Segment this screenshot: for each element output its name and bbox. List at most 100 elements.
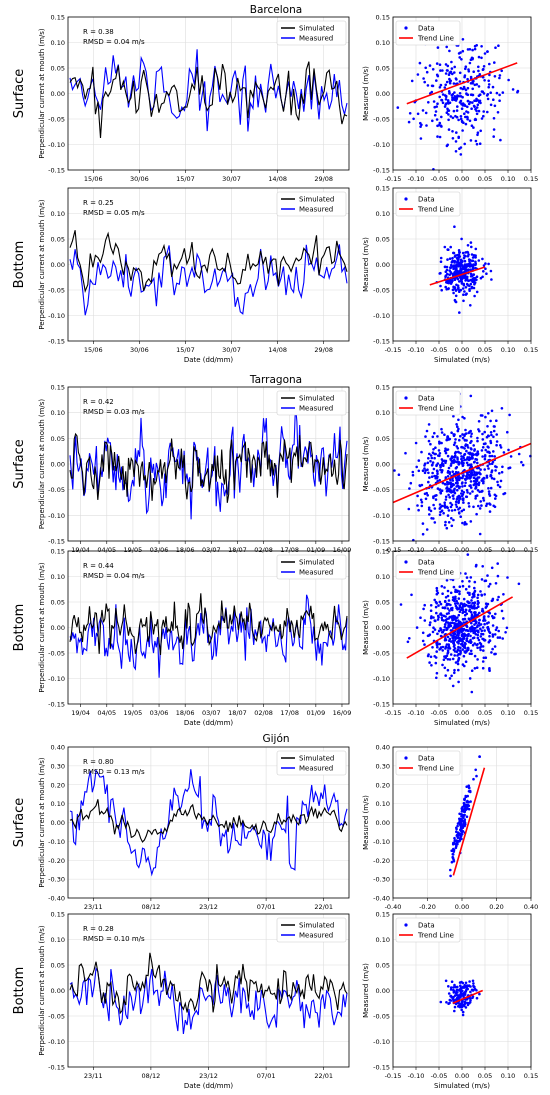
sc-xtick-label: 0.10 (501, 1072, 515, 1080)
ts-ytick-label: 0.00 (51, 624, 65, 632)
scatter-point (479, 590, 482, 593)
ts-ylabel: Perpendicular current at mouth (m/s) (38, 28, 46, 159)
scatter-point (454, 140, 458, 143)
scatter-point (459, 602, 463, 605)
scatter-point (475, 620, 478, 624)
scatter-point (469, 463, 473, 466)
scatter-point (476, 489, 480, 492)
ts-xtick-label: 19/05 (124, 709, 143, 717)
scatter-point (435, 118, 439, 121)
scatter-point (423, 643, 426, 646)
scatter-point (461, 618, 465, 621)
scatter-point (447, 625, 450, 628)
scatter-point (447, 612, 451, 615)
scatter-point (470, 621, 473, 625)
scatter-point (438, 642, 442, 646)
scatter-point (479, 500, 483, 503)
scatter-panel-3: -0.15-0.10-0.050.000.050.100.15-0.15 -0.1… (362, 548, 538, 728)
scatter-point (423, 619, 427, 622)
scatter-panel-5: -0.15 -0.10 -0.05 0.00 0.05 0.10 0.15 -0.15 -0.1… (362, 911, 538, 1091)
scatter-point (470, 988, 474, 992)
scatter-point (458, 604, 462, 607)
scatter-point (464, 610, 467, 614)
scatter-point (461, 259, 464, 263)
scatter-point (440, 427, 443, 431)
scatter-point (457, 996, 460, 999)
scatter-point (460, 509, 464, 513)
scatter-point (444, 83, 448, 87)
trend-line (392, 442, 532, 504)
sc-ylabel: Measured (m/s) (362, 795, 370, 850)
scatter-point (486, 50, 489, 53)
sc-ytick-label: -0.10 (373, 141, 390, 149)
scatter-point (487, 85, 491, 89)
scatter-point (452, 285, 455, 289)
ts-xtick-label: 03/07 (202, 709, 221, 717)
scatter-point (458, 92, 462, 95)
scatter-point (443, 504, 446, 508)
scatter-point (508, 466, 512, 470)
trend-line (406, 62, 518, 105)
sc-ytick-label: -0.05 (373, 116, 390, 124)
scatter-point (477, 65, 480, 69)
scatter-point (472, 460, 476, 464)
scatter-point (448, 677, 452, 680)
scatter-point (492, 117, 496, 120)
scatter-point (481, 607, 484, 611)
scatter-point (454, 619, 458, 623)
scatter-point (451, 842, 455, 846)
ts-ytick-label: 0.00 (51, 461, 65, 469)
scatter-point (444, 103, 447, 106)
scatter-point (469, 429, 473, 433)
scatter-point (440, 618, 444, 622)
scatter-point (450, 640, 453, 643)
scatter-point (453, 487, 456, 491)
scatter-point (444, 483, 447, 486)
scatter-point (489, 269, 493, 273)
sc-xtick-label: -0.05 (431, 709, 448, 717)
scatter-point (461, 994, 465, 997)
scatter-point (457, 839, 460, 843)
scatter-point (453, 225, 456, 228)
scatter-point (453, 91, 456, 94)
scatter-point (501, 637, 505, 640)
sc-xtick-label: -0.05 (431, 175, 448, 183)
scatter-point (495, 443, 498, 447)
scatter-point (434, 605, 438, 609)
scatter-point (475, 83, 479, 86)
scatter-point (481, 660, 485, 663)
scatter-point (483, 593, 487, 596)
scatter-point (472, 985, 476, 989)
scatter-point (474, 497, 477, 500)
scatter-point (486, 574, 489, 577)
scatter-point (454, 294, 458, 298)
scatter-point (463, 439, 467, 442)
scatter-point (464, 65, 468, 68)
scatter-point (444, 285, 448, 289)
sc-legend-box (395, 554, 461, 580)
scatter-point (461, 643, 465, 647)
scatter-point (463, 453, 466, 457)
scatter-point (473, 586, 476, 590)
scatter-point (473, 99, 476, 102)
scatter-point (439, 1000, 443, 1004)
legend-data-swatch (404, 396, 408, 400)
scatter-point (433, 507, 437, 510)
scatter-point (463, 104, 467, 108)
scatter-point (467, 617, 471, 620)
scatter-point (425, 124, 428, 127)
series-measured-line (69, 769, 348, 877)
scatter-point (469, 139, 473, 142)
legend-measured-label: Measured (299, 405, 333, 413)
sc-ytick-label: -0.40 (373, 895, 390, 903)
scatter-point (485, 476, 489, 479)
scatter-point (447, 509, 451, 512)
scatter-point (451, 494, 455, 498)
scatter-point (463, 818, 467, 821)
series-simulated-line (69, 230, 348, 293)
ts-xtick-label: 23/12 (199, 903, 218, 911)
scatter-point (445, 579, 449, 582)
scatter-point (500, 69, 504, 73)
scatter-point (482, 270, 485, 273)
scatter-point (469, 435, 473, 438)
